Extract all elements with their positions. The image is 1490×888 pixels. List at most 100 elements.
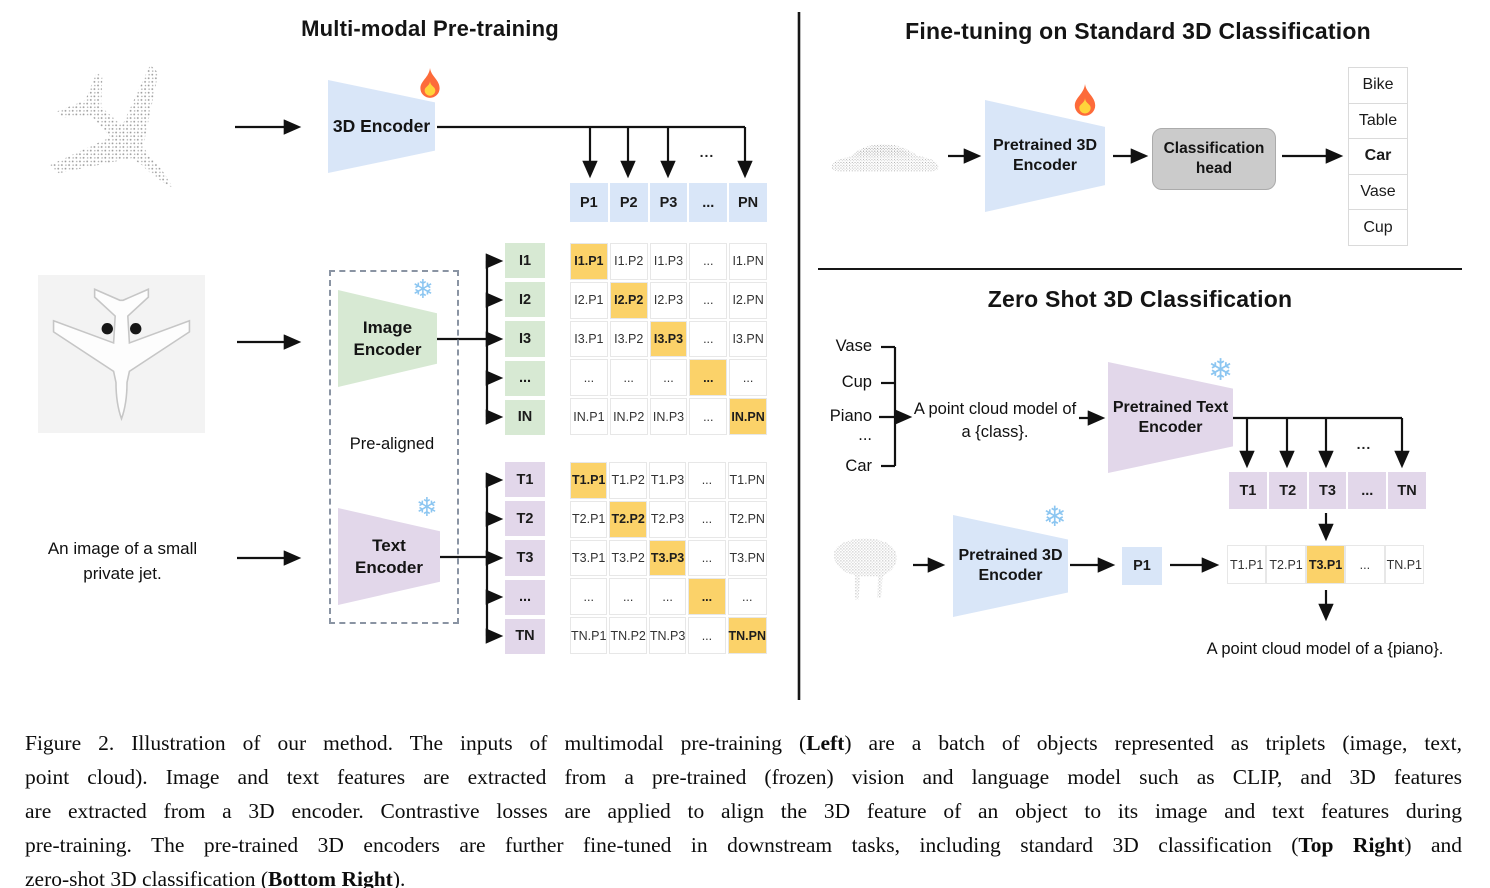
p-feature-cell: ... (689, 183, 728, 222)
caption-line: point cloud). Image and text features ar… (25, 760, 1462, 794)
text-matrix-cell: ... (648, 578, 687, 616)
prompt-template-text: A point cloud model of a {class}. (905, 398, 1085, 444)
image-matrix-cell: I2.P1 (570, 281, 608, 319)
zeroshot-3d-encoder-line2: Encoder (978, 567, 1043, 584)
caption-line: pre-training. The pre-trained 3D encoder… (25, 828, 1462, 862)
zeroshot-class-word: Piano (829, 407, 872, 425)
zeroshot-3d-encoder-line1: Pretrained 3D (958, 547, 1063, 564)
class-cell: Car (1348, 138, 1408, 175)
zeroshot-t-cell: T2 (1268, 472, 1307, 509)
caption-line: are extracted from a 3D encoder. Contras… (25, 794, 1462, 828)
jet-image (38, 275, 205, 433)
caption-line: Figure 2. Illustration of our method. Th… (25, 726, 1462, 760)
image-encoder-line1: Image (362, 318, 413, 338)
image-matrix-cell: IN.P1 (570, 398, 608, 435)
image-matrix-cell: I3.P2 (609, 320, 648, 358)
image-matrix-cell: I1.P3 (649, 243, 688, 280)
text-matrix-cell: TN.P1 (570, 617, 608, 654)
prompt-line1: A point cloud model of (913, 400, 1077, 418)
snowflake-icon: ❄ (416, 492, 438, 522)
caption-segment: pre-training. The pre-trained 3D encoder… (25, 833, 1299, 857)
image-encoder-line2: Encoder (353, 339, 422, 359)
image-encoder-label: Image Encoder (353, 317, 421, 360)
zeroshot-similarity-cell: T3.P1 (1305, 545, 1346, 584)
image-matrix-cell: I3.P1 (570, 320, 608, 358)
class-prediction-list: Bike Table Car Vase Cup (1348, 67, 1408, 246)
input-text-caption: An image of a small private jet. (30, 536, 215, 586)
piano-point-cloud (824, 530, 908, 612)
zeroshot-title: Zero Shot 3D Classification (987, 286, 1293, 312)
image-matrix-cell: I1.P1 (570, 243, 608, 280)
text-matrix-cell: TN.P3 (648, 617, 687, 654)
zeroshot-result-text: A point cloud model of a {piano}. (1206, 640, 1444, 658)
text-matrix-cell: ... (727, 578, 767, 616)
text-matrix-cell: T3.P3 (648, 539, 687, 577)
text-feature-label: ... (505, 579, 545, 615)
comb-ellipsis: ... (1356, 436, 1372, 452)
image-matrix-cell: ... (689, 359, 728, 397)
class-cell: Table (1348, 102, 1408, 140)
finetune-3d-encoder-label: Pretrained 3D Encoder (993, 136, 1097, 176)
text-matrix-cell: T1.P2 (609, 462, 647, 499)
image-point-similarity-matrix: I1.P1 I1.P2 I1.P3... I1.PN I2.P1 I2.P2 I2.P3..… (570, 243, 767, 435)
input-text-line1: An image of a small (47, 539, 198, 558)
zeroshot-similarity-cell: ... (1345, 545, 1385, 584)
text-feature-label: T1 (505, 462, 545, 498)
zeroshot-class-word: ... (858, 426, 872, 444)
caption-segment: zero-shot 3D classification ( (25, 867, 268, 888)
caption-segment: are extracted from a 3D encoder. Contras… (25, 799, 1462, 823)
image-matrix-cell: ... (689, 281, 728, 319)
text-matrix-cell: T2.P2 (609, 500, 647, 538)
zeroshot-3d-encoder-label: Pretrained 3D Encoder (958, 546, 1062, 586)
image-matrix-cell: ... (570, 359, 608, 397)
classification-head-block: Classification head (1152, 128, 1276, 190)
text-matrix-cell: T2.P1 (570, 500, 608, 538)
finetune-title: Fine-tuning on Standard 3D Classificatio… (905, 18, 1371, 44)
airplane-point-cloud (35, 45, 200, 220)
prealigned-dashed-box (329, 270, 459, 624)
image-feature-label: I2 (505, 282, 545, 318)
finetune-3d-encoder-line2: Encoder (1012, 157, 1077, 174)
image-matrix-cell: ... (609, 359, 648, 397)
image-feature-label: IN (505, 399, 545, 435)
image-matrix-cell: I3.P3 (649, 320, 688, 358)
zeroshot-t-cell: ... (1348, 472, 1387, 509)
zeroshot-similarity-row: T1.P1 T2.P1 T3.P1... TN.P1 (1227, 545, 1424, 584)
prompt-line2: a {class}. (961, 423, 1029, 441)
text-matrix-cell: T2.P3 (648, 500, 687, 538)
text-matrix-cell: ... (570, 578, 608, 616)
text-matrix-cell: ... (688, 500, 726, 538)
image-feature-label: I1 (505, 243, 545, 279)
pretrained-text-encoder-label: Pretrained Text Encoder (1113, 398, 1228, 438)
image-matrix-cell: IN.P3 (649, 398, 688, 435)
image-matrix-cell: IN.PN (729, 398, 767, 435)
zeroshot-similarity-cell: T2.P1 (1266, 545, 1306, 584)
caption-bold-segment: Left (806, 731, 845, 755)
comb-ellipsis: ... (699, 144, 715, 160)
image-matrix-cell: I1.PN (729, 243, 767, 280)
image-matrix-cell: ... (689, 243, 728, 280)
zeroshot-class-word: Car (845, 457, 872, 475)
text-matrix-cell: ... (609, 578, 647, 616)
zeroshot-t-cell: T1 (1229, 472, 1267, 509)
image-matrix-cell: ... (649, 359, 688, 397)
pretrained-text-encoder-line1: Pretrained Text (1112, 398, 1229, 416)
finetune-3d-encoder-line1: Pretrained 3D (992, 137, 1098, 154)
text-matrix-cell: T3.P2 (609, 539, 647, 577)
snowflake-icon: ❄ (1208, 354, 1234, 387)
classification-head-line1: Classification (1163, 139, 1265, 157)
text-matrix-cell: TN.P2 (609, 617, 647, 654)
classification-head-line2: head (1195, 160, 1233, 177)
class-cell: Cup (1348, 209, 1408, 246)
image-matrix-cell: IN.P2 (609, 398, 648, 435)
text-matrix-cell: ... (688, 578, 726, 616)
image-matrix-cell: I2.P2 (609, 281, 648, 319)
caption-segment: ) are a batch of objects represented as … (844, 731, 1462, 755)
prealigned-label: Pre-aligned (349, 435, 435, 453)
text-matrix-cell: ... (688, 539, 726, 577)
caption-segment: ) and (1404, 833, 1463, 857)
text-encoder-line2: Encoder (354, 557, 424, 577)
text-matrix-cell: ... (688, 617, 726, 654)
classification-head-label: Classification head (1164, 139, 1265, 179)
